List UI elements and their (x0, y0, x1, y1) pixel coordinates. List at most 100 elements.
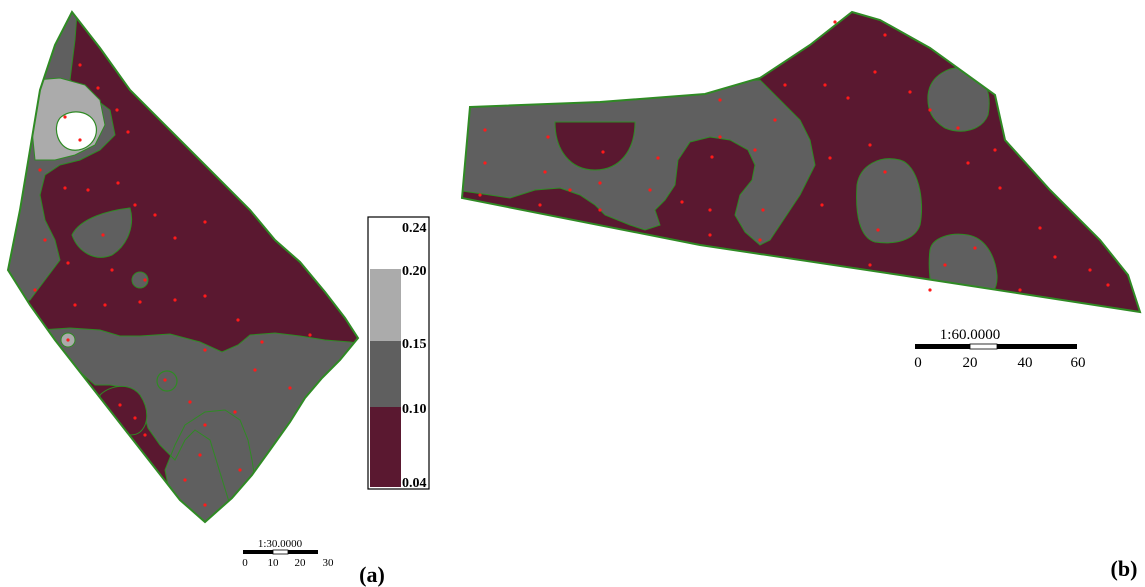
sample-point (78, 138, 82, 142)
sample-point (173, 236, 177, 240)
sample-point (1018, 288, 1022, 292)
sample-point (718, 98, 722, 102)
sample-point (203, 294, 207, 298)
sample-point (883, 170, 887, 174)
sample-point (86, 188, 90, 192)
panel-a-scale-bar: 1:30.0000 0 10 20 30 (242, 538, 334, 569)
sample-point (483, 161, 487, 165)
sample-point (38, 168, 42, 172)
sample-point (956, 126, 960, 130)
sample-point (598, 181, 602, 185)
panel-a-scale-tick-1: 10 (268, 557, 280, 569)
sample-point (1053, 255, 1057, 259)
sample-point (758, 238, 762, 242)
sample-point (833, 20, 837, 24)
panel-b-scale-segment-2 (969, 343, 998, 350)
sample-point (868, 263, 872, 267)
sample-point (153, 213, 157, 217)
panel-b-low-lobe-north (554, 121, 636, 171)
sample-point (173, 298, 177, 302)
legend-break-1: 0.24 (402, 221, 427, 236)
sample-point (66, 261, 70, 265)
sample-point (846, 96, 850, 100)
panel-b-map (460, 10, 1142, 314)
panel-a-map (6, 10, 360, 524)
sample-point (876, 228, 880, 232)
legend-break-3: 0.15 (402, 337, 427, 352)
sample-point (598, 208, 602, 212)
sample-point (288, 386, 292, 390)
panel-a-sample-points (33, 63, 312, 507)
sample-point (708, 233, 712, 237)
legend-break-2: 0.20 (402, 264, 427, 279)
sample-point (783, 83, 787, 87)
panel-a-scale-tick-0: 0 (242, 557, 248, 569)
panel-b-scale-tick-0: 0 (914, 355, 922, 371)
sample-point (110, 268, 114, 272)
sample-point (115, 108, 119, 112)
sample-point (198, 453, 202, 457)
panel-b-sample-points (478, 20, 1110, 292)
sample-point (538, 203, 542, 207)
sample-point (601, 150, 605, 154)
sample-point (308, 333, 312, 337)
sample-point (101, 233, 105, 237)
sample-point (203, 503, 207, 507)
sample-point (868, 143, 872, 147)
sample-point (883, 33, 887, 37)
panel-a-scale-segment-1 (243, 550, 273, 554)
sample-point (973, 246, 977, 250)
panel-b-scale-bar: 1:60.0000 0 20 40 60 (914, 327, 1085, 371)
sample-point (203, 423, 207, 427)
sample-point (998, 186, 1002, 190)
panel-b-boundary (460, 10, 1142, 314)
sample-point (710, 155, 714, 159)
legend-swatch-high (370, 269, 401, 341)
sample-point (163, 378, 167, 382)
sample-point (188, 400, 192, 404)
sample-point (708, 208, 712, 212)
panel-a-mid-island (71, 207, 133, 258)
sample-point (233, 410, 237, 414)
sample-point (820, 203, 824, 207)
sample-point (993, 148, 997, 152)
legend-break-4: 0.10 (402, 402, 427, 417)
panel-a-scale-segment-2 (272, 549, 289, 555)
sample-point (63, 186, 67, 190)
sample-point (63, 115, 67, 119)
sample-point (761, 208, 765, 212)
sample-point (138, 300, 142, 304)
sample-point (253, 368, 257, 372)
sample-point (656, 156, 660, 160)
sample-point (753, 148, 757, 152)
sample-point (928, 288, 932, 292)
panel-a-scale-tick-2: 20 (295, 557, 307, 569)
sample-point (143, 433, 147, 437)
panel-a-tag: (a) (359, 562, 385, 587)
sample-point (1088, 268, 1092, 272)
sample-point (183, 478, 187, 482)
panel-b-scale-text: 1:60.0000 (940, 327, 1000, 343)
panel-b-scale-segment-1 (915, 344, 970, 349)
sample-point (133, 203, 137, 207)
sample-point (143, 278, 147, 282)
sample-point (116, 181, 120, 185)
panel-b-mid-zone-west (462, 79, 816, 246)
panel-a-scale-text: 1:30.0000 (258, 538, 303, 550)
panel-b-scale-tick-2: 40 (1018, 355, 1033, 371)
legend-break-5: 0.04 (402, 476, 427, 491)
panel-a-mid-spot-2 (156, 370, 178, 392)
sample-point (126, 130, 130, 134)
panel-b-scale-tick-3: 60 (1071, 355, 1086, 371)
legend-swatch-mid (370, 341, 401, 407)
sample-point (43, 238, 47, 242)
sample-point (1106, 283, 1110, 287)
panel-b-tag: (b) (1111, 556, 1138, 581)
sample-point (718, 135, 722, 139)
panel-b-scale-segment-3 (997, 344, 1077, 349)
sample-point (546, 135, 550, 139)
sample-point (680, 200, 684, 204)
sample-point (478, 193, 482, 197)
sample-point (73, 303, 77, 307)
